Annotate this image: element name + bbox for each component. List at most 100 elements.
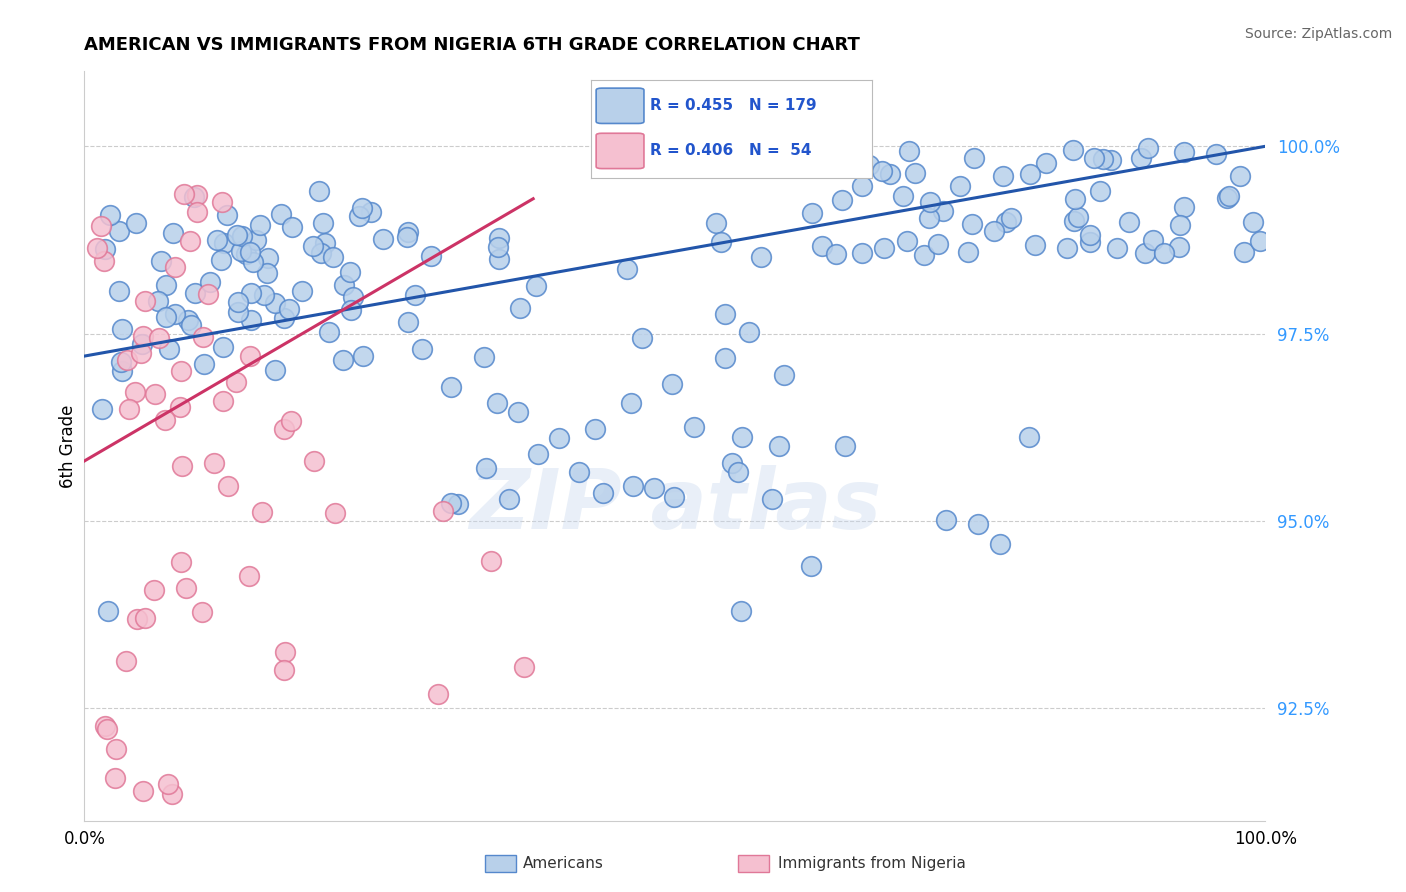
Point — [956, 245, 979, 260]
Point — [1088, 185, 1111, 199]
Point — [682, 420, 704, 434]
Point — [427, 687, 450, 701]
Point — [498, 492, 520, 507]
Point — [440, 380, 463, 394]
Point — [193, 330, 215, 344]
Point — [304, 453, 326, 467]
Point — [904, 166, 927, 180]
Point — [264, 363, 287, 377]
Point — [96, 722, 118, 736]
Point — [170, 364, 193, 378]
Point — [127, 612, 149, 626]
Point — [738, 326, 761, 340]
Point — [548, 431, 571, 445]
Point — [91, 401, 114, 416]
Point — [1142, 233, 1164, 247]
Point — [619, 396, 641, 410]
Point — [318, 326, 340, 340]
Point — [509, 301, 531, 315]
Point — [1241, 215, 1264, 229]
Point — [506, 404, 529, 418]
Point — [1018, 430, 1040, 444]
Point — [143, 387, 166, 401]
Point — [173, 186, 195, 201]
Point — [157, 777, 180, 791]
Point — [479, 554, 502, 568]
Point — [1080, 235, 1102, 249]
Point — [960, 217, 983, 231]
Point — [730, 604, 752, 618]
Point — [124, 384, 146, 399]
Point — [155, 277, 177, 292]
Point — [851, 179, 873, 194]
Point — [1024, 238, 1046, 252]
Point — [873, 240, 896, 254]
Point — [704, 216, 727, 230]
Point — [249, 218, 271, 232]
Point — [983, 224, 1005, 238]
Point — [396, 225, 419, 239]
FancyBboxPatch shape — [596, 133, 644, 169]
Point — [927, 236, 949, 251]
Point — [664, 490, 686, 504]
Point — [165, 260, 187, 274]
Point — [1137, 141, 1160, 155]
Point — [488, 252, 510, 267]
Point — [800, 206, 823, 220]
Point — [273, 663, 295, 677]
Point — [273, 422, 295, 436]
Point — [240, 285, 263, 300]
Point — [1019, 167, 1042, 181]
Point — [132, 328, 155, 343]
Point — [623, 478, 645, 492]
Point — [935, 513, 957, 527]
Point — [1249, 234, 1271, 248]
Point — [1167, 240, 1189, 254]
Point — [396, 314, 419, 328]
Point — [111, 364, 134, 378]
Point — [212, 235, 235, 250]
Point — [761, 492, 783, 507]
Point — [107, 224, 129, 238]
Point — [811, 238, 834, 252]
Point — [1083, 151, 1105, 165]
Point — [226, 294, 249, 309]
Point — [1168, 218, 1191, 232]
Point — [186, 188, 208, 202]
Point — [1205, 147, 1227, 161]
Point — [731, 430, 754, 444]
Point — [225, 375, 247, 389]
Point — [193, 357, 215, 371]
Point — [891, 189, 914, 203]
Point — [1035, 156, 1057, 170]
Point — [226, 228, 249, 243]
Point — [1099, 153, 1122, 168]
Point — [302, 238, 325, 252]
Point — [832, 151, 855, 165]
Text: Americans: Americans — [523, 856, 605, 871]
Text: R = 0.455   N = 179: R = 0.455 N = 179 — [650, 98, 817, 113]
Point — [212, 340, 235, 354]
Point — [97, 604, 120, 618]
Point — [352, 349, 374, 363]
Point — [918, 211, 941, 225]
Text: Source: ZipAtlas.com: Source: ZipAtlas.com — [1244, 27, 1392, 41]
Point — [710, 235, 733, 249]
Point — [226, 305, 249, 319]
Point — [93, 242, 115, 256]
Point — [177, 313, 200, 327]
Point — [131, 336, 153, 351]
Point — [896, 234, 918, 248]
Point — [988, 537, 1011, 551]
Point — [879, 167, 901, 181]
Point — [250, 505, 273, 519]
Point — [486, 240, 509, 254]
Point — [202, 456, 225, 470]
Point — [1118, 215, 1140, 229]
Point — [349, 209, 371, 223]
Text: AMERICAN VS IMMIGRANTS FROM NIGERIA 6TH GRADE CORRELATION CHART: AMERICAN VS IMMIGRANTS FROM NIGERIA 6TH … — [84, 36, 860, 54]
Point — [186, 205, 208, 219]
Point — [1000, 211, 1022, 226]
Point — [404, 287, 426, 301]
Point — [898, 144, 921, 158]
